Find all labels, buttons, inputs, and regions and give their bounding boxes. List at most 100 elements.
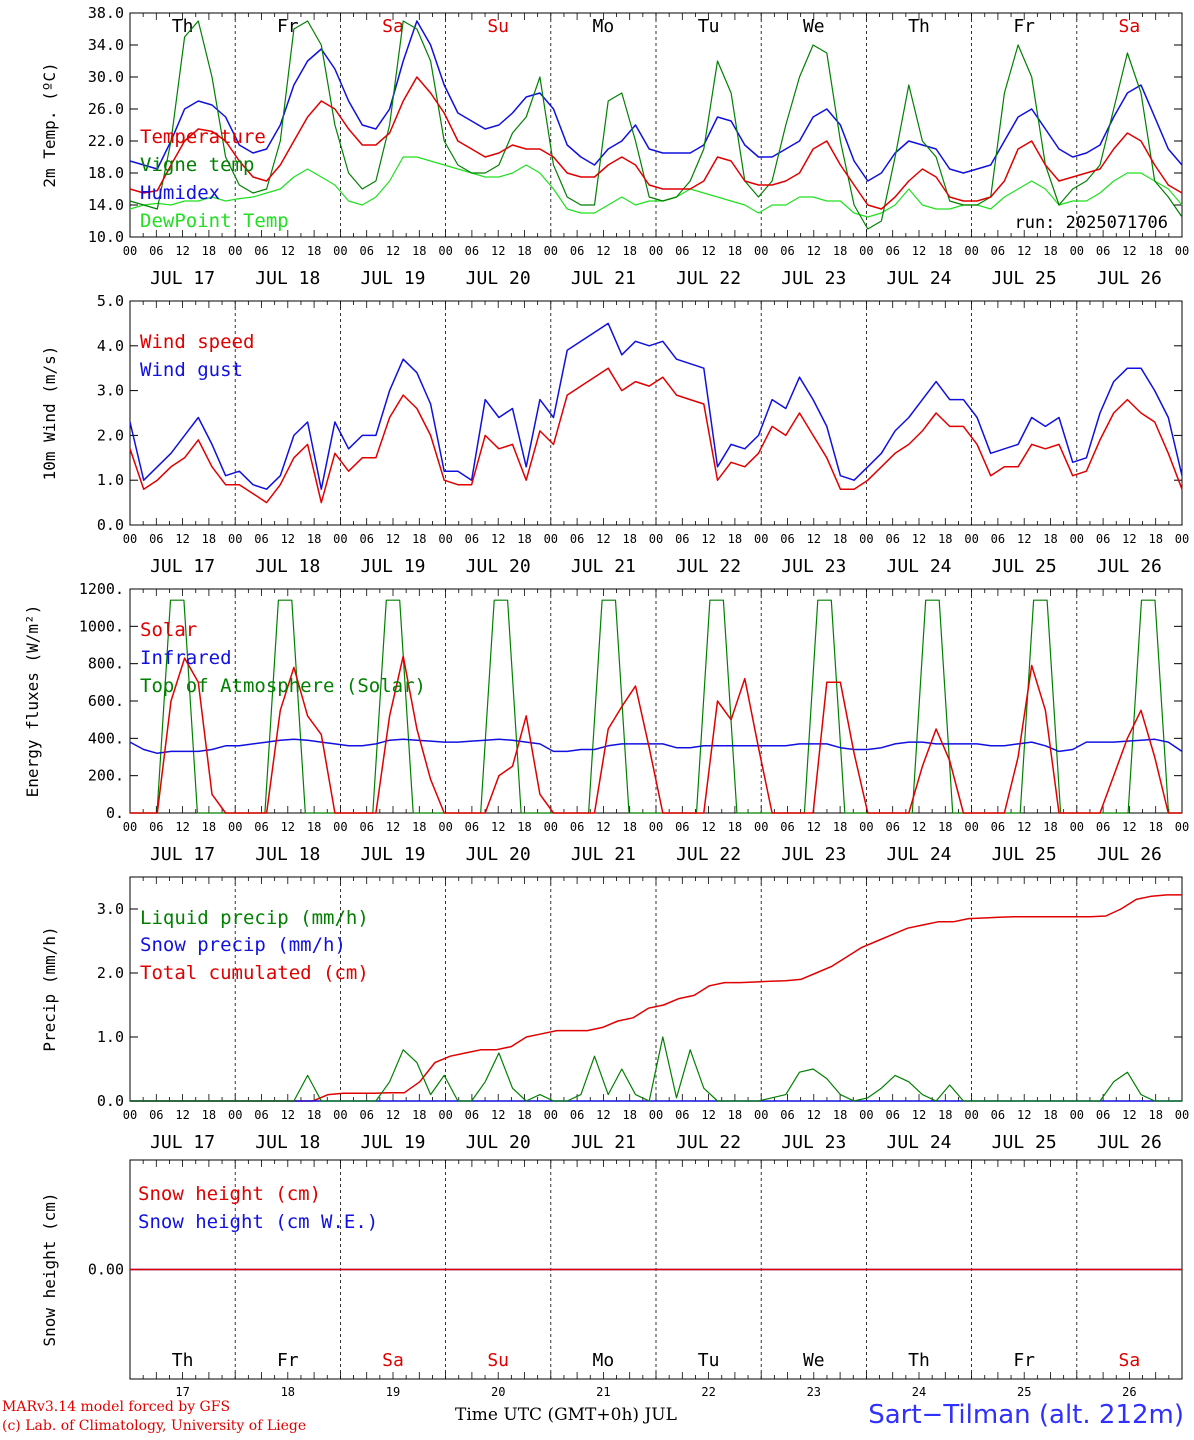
hour-tick-label: 18: [517, 244, 531, 258]
hour-tick-label: 00: [1070, 532, 1084, 546]
day-number-label: 19: [386, 1385, 400, 1399]
day-name-label: We: [803, 1350, 825, 1371]
hour-tick-label: 00: [333, 1108, 347, 1122]
day-name-label: Th: [908, 16, 930, 37]
day-name-label: Su: [487, 1350, 509, 1371]
hour-tick-label: 18: [833, 1108, 847, 1122]
hour-tick-label: 12: [1017, 244, 1031, 258]
hour-tick-label: 00: [649, 244, 663, 258]
day-number-label: 22: [701, 1385, 715, 1399]
hour-tick-label: 18: [307, 532, 321, 546]
hour-tick-label: 00: [438, 532, 452, 546]
hour-tick-label: 18: [307, 244, 321, 258]
hour-tick-label: 12: [386, 532, 400, 546]
hour-tick-label: 00: [123, 1108, 137, 1122]
date-label: JUL 21: [571, 268, 636, 289]
hour-tick-label: 12: [596, 244, 610, 258]
legend-entry: Temperature: [140, 126, 266, 148]
hour-tick-label: 12: [701, 532, 715, 546]
hour-tick-label: 18: [622, 244, 636, 258]
legend-entry: Snow precip (mm/h): [140, 934, 346, 956]
hour-tick-label: 00: [333, 532, 347, 546]
model-line: MARv3.14 model forced by GFS: [2, 1399, 231, 1415]
date-label: JUL 26: [1097, 268, 1162, 289]
hour-tick-label: 06: [780, 244, 794, 258]
y-tick-label: 1000.: [79, 617, 124, 635]
date-label: JUL 24: [886, 844, 951, 865]
series-line: [129, 156, 1183, 218]
hour-tick-label: 06: [1096, 820, 1110, 834]
date-label: JUL 18: [255, 844, 320, 865]
hour-tick-label: 12: [175, 1108, 189, 1122]
y-axis-label: Snow height (cm): [40, 1192, 59, 1346]
y-tick-label: 800.: [88, 655, 124, 673]
y-tick-label: 3.0: [97, 900, 124, 918]
hour-tick-label: 00: [754, 1108, 768, 1122]
date-label: JUL 18: [255, 1132, 320, 1153]
series-line: [129, 76, 1183, 210]
day-name-label: Sa: [1119, 16, 1141, 37]
hour-tick-label: 00: [438, 244, 452, 258]
hour-tick-label: 12: [386, 820, 400, 834]
day-name-label: We: [803, 16, 825, 37]
hour-tick-label: 12: [386, 1108, 400, 1122]
hour-tick-label: 00: [123, 244, 137, 258]
date-label: JUL 22: [676, 1132, 741, 1153]
hour-tick-label: 18: [412, 532, 426, 546]
hour-tick-label: 12: [491, 820, 505, 834]
hour-tick-label: 18: [1148, 1108, 1162, 1122]
hour-tick-label: 12: [1017, 1108, 1031, 1122]
hour-tick-label: 12: [1122, 244, 1136, 258]
date-label: JUL 24: [886, 268, 951, 289]
hour-tick-label: 06: [254, 820, 268, 834]
day-number-label: 26: [1122, 1385, 1136, 1399]
hour-tick-label: 06: [780, 532, 794, 546]
hour-tick-label: 18: [1148, 244, 1162, 258]
hour-tick-label: 00: [649, 1108, 663, 1122]
date-label: JUL 21: [571, 556, 636, 577]
hour-tick-label: 18: [833, 532, 847, 546]
hour-tick-label: 00: [333, 244, 347, 258]
day-number-label: 21: [596, 1385, 610, 1399]
y-tick-label: 22.0: [88, 132, 124, 150]
y-tick-label: 200.: [88, 767, 124, 785]
legend-entry: Humidex: [140, 182, 220, 204]
y-tick-label: 1.0: [97, 1028, 124, 1046]
hour-tick-label: 00: [964, 244, 978, 258]
hour-tick-label: 18: [412, 820, 426, 834]
y-tick-label: 1.0: [97, 471, 124, 489]
day-number-label: 25: [1017, 1385, 1031, 1399]
date-label: JUL 24: [886, 1132, 951, 1153]
hour-tick-label: 18: [833, 244, 847, 258]
date-label: JUL 24: [886, 556, 951, 577]
hour-tick-label: 18: [833, 820, 847, 834]
y-tick-label: 5.0: [97, 292, 124, 310]
date-label: JUL 22: [676, 556, 741, 577]
y-axis-label: Precip (mm/h): [40, 926, 59, 1051]
date-label: JUL 25: [992, 556, 1057, 577]
y-axis-label: 2m Temp. (ºC): [40, 62, 59, 187]
panel-frame: [129, 12, 1183, 238]
date-label: JUL 20: [466, 844, 531, 865]
hour-tick-label: 06: [885, 532, 899, 546]
hour-tick-label: 00: [438, 820, 452, 834]
hour-tick-label: 06: [465, 820, 479, 834]
series-line: [129, 20, 1183, 230]
hour-tick-label: 06: [570, 820, 584, 834]
day-number-label: 18: [281, 1385, 295, 1399]
hour-tick-label: 12: [281, 1108, 295, 1122]
date-label: JUL 18: [255, 556, 320, 577]
date-label: JUL 23: [781, 268, 846, 289]
hour-tick-label: 06: [465, 1108, 479, 1122]
date-label: JUL 26: [1097, 556, 1162, 577]
hour-tick-label: 00: [754, 820, 768, 834]
day-name-label: Mo: [593, 16, 615, 37]
date-label: JUL 19: [360, 268, 425, 289]
y-tick-label: 26.0: [88, 100, 124, 118]
hour-tick-label: 18: [938, 532, 952, 546]
hour-tick-label: 00: [1175, 820, 1189, 834]
series-line: [130, 655, 1182, 814]
hour-tick-label: 12: [1122, 532, 1136, 546]
hour-tick-label: 12: [1017, 532, 1031, 546]
y-tick-label: 1200.: [79, 580, 124, 598]
